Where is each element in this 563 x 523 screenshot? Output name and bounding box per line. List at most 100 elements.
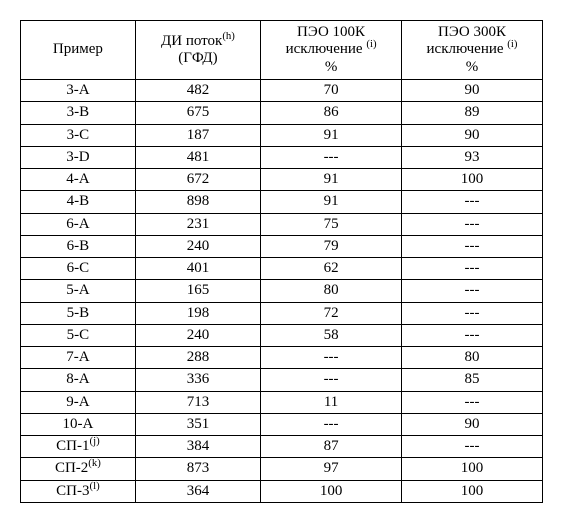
table-row: 10-A351---90 [21, 413, 543, 435]
cell-flux: 240 [135, 324, 260, 346]
table-row: 9-A71311--- [21, 391, 543, 413]
cell-flux: 351 [135, 413, 260, 435]
cell-peo300: 100 [402, 480, 543, 502]
cell-flux: 401 [135, 258, 260, 280]
table-row: 6-A23175--- [21, 213, 543, 235]
header-peo100-line3: % [325, 59, 338, 75]
cell-example: 4-A [21, 169, 136, 191]
cell-example: 4-B [21, 191, 136, 213]
cell-example: СП-1(j) [21, 436, 136, 458]
cell-peo100: 75 [261, 213, 402, 235]
table-row: 8-A336---85 [21, 369, 543, 391]
table-row: СП-1(j)38487--- [21, 436, 543, 458]
cell-peo300: --- [402, 191, 543, 213]
table-row: 3-D481---93 [21, 146, 543, 168]
cell-peo300: 100 [402, 169, 543, 191]
cell-example: 5-A [21, 280, 136, 302]
cell-peo100: --- [261, 347, 402, 369]
cell-flux: 481 [135, 146, 260, 168]
cell-peo100: 58 [261, 324, 402, 346]
header-peo100: ПЭО 100К исключение (i) % [261, 21, 402, 80]
cell-peo100: 91 [261, 191, 402, 213]
cell-flux: 198 [135, 302, 260, 324]
cell-example: СП-2(k) [21, 458, 136, 480]
cell-example: 5-C [21, 324, 136, 346]
cell-flux: 713 [135, 391, 260, 413]
cell-peo100: 72 [261, 302, 402, 324]
cell-example: 5-B [21, 302, 136, 324]
table-row: СП-2(k)87397100 [21, 458, 543, 480]
header-peo300-line2: исключение [427, 41, 508, 57]
data-table: Пример ДИ поток(h) (ГФД) ПЭО 100К исключ… [20, 20, 543, 503]
cell-peo300: 90 [402, 124, 543, 146]
header-peo300-line3: % [466, 59, 479, 75]
cell-peo100: 100 [261, 480, 402, 502]
cell-example: 6-C [21, 258, 136, 280]
cell-flux: 675 [135, 102, 260, 124]
cell-flux: 898 [135, 191, 260, 213]
header-flux-line2: (ГФД) [178, 50, 217, 66]
table-row: 4-B89891--- [21, 191, 543, 213]
cell-flux: 873 [135, 458, 260, 480]
cell-flux: 672 [135, 169, 260, 191]
cell-peo300: --- [402, 213, 543, 235]
cell-peo300: 85 [402, 369, 543, 391]
cell-example: 3-C [21, 124, 136, 146]
cell-example: 3-A [21, 80, 136, 102]
cell-peo300: --- [402, 235, 543, 257]
cell-peo100: 79 [261, 235, 402, 257]
data-table-container: Пример ДИ поток(h) (ГФД) ПЭО 100К исключ… [20, 20, 543, 503]
cell-example: 3-B [21, 102, 136, 124]
cell-example: 8-A [21, 369, 136, 391]
cell-peo100: 87 [261, 436, 402, 458]
header-flux-line1: ДИ поток [161, 33, 222, 49]
cell-peo300: --- [402, 258, 543, 280]
cell-flux: 482 [135, 80, 260, 102]
cell-peo100: 86 [261, 102, 402, 124]
table-row: 5-C24058--- [21, 324, 543, 346]
cell-flux: 384 [135, 436, 260, 458]
header-flux: ДИ поток(h) (ГФД) [135, 21, 260, 80]
header-row: Пример ДИ поток(h) (ГФД) ПЭО 100К исключ… [21, 21, 543, 80]
header-peo300-line1: ПЭО 300К [438, 24, 506, 40]
cell-flux: 336 [135, 369, 260, 391]
table-row: 6-B24079--- [21, 235, 543, 257]
table-row: 5-A16580--- [21, 280, 543, 302]
cell-peo300: --- [402, 324, 543, 346]
cell-example: 9-A [21, 391, 136, 413]
cell-peo300: 89 [402, 102, 543, 124]
header-peo100-line2: исключение [286, 41, 367, 57]
cell-peo300: --- [402, 436, 543, 458]
cell-flux: 231 [135, 213, 260, 235]
table-row: СП-3(l)364100100 [21, 480, 543, 502]
header-peo100-sup: (i) [366, 38, 376, 50]
cell-peo300: --- [402, 302, 543, 324]
cell-peo300: 90 [402, 80, 543, 102]
cell-peo300: --- [402, 280, 543, 302]
cell-example: 3-D [21, 146, 136, 168]
header-flux-sup: (h) [222, 30, 235, 42]
table-row: 3-C1879190 [21, 124, 543, 146]
cell-peo100: 70 [261, 80, 402, 102]
cell-example: СП-3(l) [21, 480, 136, 502]
header-example-text: Пример [53, 41, 103, 57]
cell-example: 6-B [21, 235, 136, 257]
cell-peo100: 80 [261, 280, 402, 302]
cell-peo300: --- [402, 391, 543, 413]
cell-flux: 364 [135, 480, 260, 502]
table-row: 3-B6758689 [21, 102, 543, 124]
cell-peo100: --- [261, 413, 402, 435]
table-row: 7-A288---80 [21, 347, 543, 369]
cell-peo100: --- [261, 146, 402, 168]
cell-peo300: 93 [402, 146, 543, 168]
cell-peo100: 97 [261, 458, 402, 480]
cell-peo300: 80 [402, 347, 543, 369]
cell-peo300: 90 [402, 413, 543, 435]
table-row: 5-B19872--- [21, 302, 543, 324]
table-row: 4-A67291100 [21, 169, 543, 191]
cell-peo100: 91 [261, 124, 402, 146]
table-row: 6-C40162--- [21, 258, 543, 280]
header-peo300-sup: (i) [507, 38, 517, 50]
cell-peo100: 62 [261, 258, 402, 280]
cell-flux: 187 [135, 124, 260, 146]
